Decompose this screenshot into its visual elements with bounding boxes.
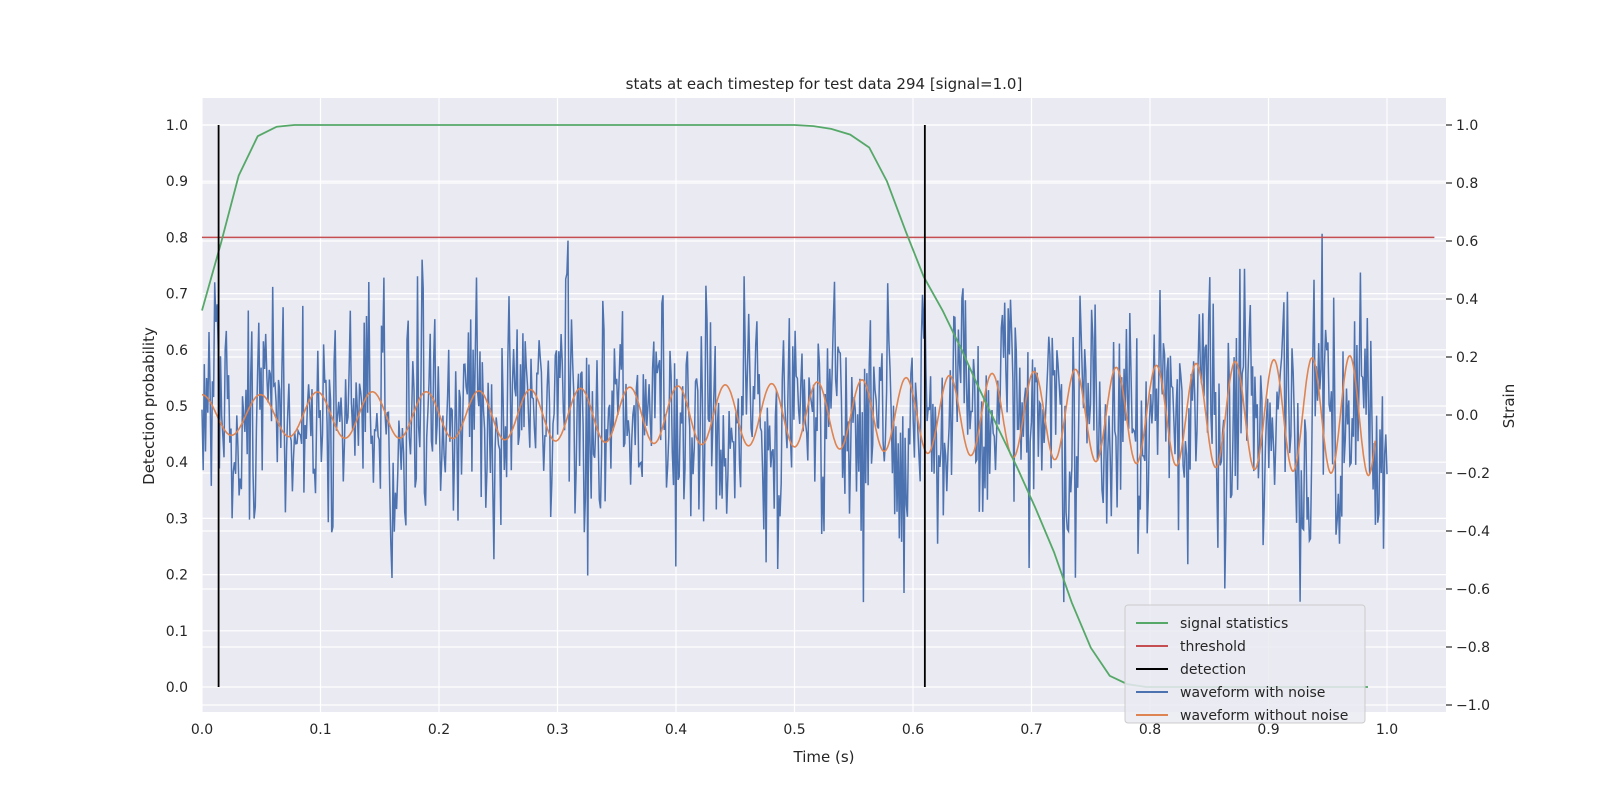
y2-tick-label: −0.2 (1456, 466, 1490, 482)
y2-tick-label: −0.4 (1456, 524, 1490, 540)
tick-layer: 0.0 0.1 0.2 0.3 0.4 0.5 0.6 0.7 0.8 0.9 1.0 0.0 0.1 0… (166, 118, 1490, 738)
y2-tick-label: 0.6 (1456, 234, 1478, 250)
y-axis-label: Detection probability (140, 327, 158, 485)
y-tick-label: 0.2 (166, 568, 188, 584)
x-tick-label: 0.0 (191, 722, 213, 738)
y2-tick-label: −1.0 (1456, 698, 1490, 714)
x-tick-label: 0.7 (1020, 722, 1042, 738)
legend: signal statistics threshold detection wavef… (1124, 604, 1366, 724)
series-waveform-with-noise (201, 233, 1388, 603)
x-tick-label: 0.9 (1257, 722, 1279, 738)
legend-entry-label: signal statistics (1180, 616, 1288, 632)
y2-tick-label: −0.8 (1456, 640, 1490, 656)
y-tick-label: 0.9 (166, 174, 188, 190)
chart-title: stats at each timestep for test data 294… (626, 75, 1023, 93)
x-axis-label: Time (s) (793, 748, 855, 766)
x-tick-label: 0.8 (1139, 722, 1161, 738)
y-tick-label: 0.4 (166, 455, 188, 471)
x-tick-label: 0.2 (428, 722, 450, 738)
y2-tick-label: 1.0 (1456, 118, 1478, 134)
y2-tick-label: 0.0 (1456, 408, 1478, 424)
legend-entry-label: detection (1180, 662, 1246, 678)
y2-tick-label: 0.8 (1456, 176, 1478, 192)
legend-entry-label: waveform without noise (1180, 708, 1348, 724)
y-tick-label: 0.6 (166, 343, 188, 359)
x-tick-label: 0.4 (665, 722, 687, 738)
y-tick-label: 0.8 (166, 230, 188, 246)
legend-entry-label: waveform with noise (1180, 685, 1325, 701)
y-tick-label: 0.3 (166, 511, 188, 527)
y2-tick-label: −0.6 (1456, 582, 1490, 598)
series-layer (201, 124, 1435, 688)
series-waveform-without-noise (201, 354, 1376, 477)
series-signal-statistics (201, 124, 1368, 688)
y2-tick-label: 0.4 (1456, 292, 1478, 308)
x-tick-label: 0.3 (546, 722, 568, 738)
y-tick-label: 0.1 (166, 624, 188, 640)
legend-box (1124, 604, 1366, 724)
x-tick-label: 1.0 (1376, 722, 1398, 738)
legend-entry-label: threshold (1180, 639, 1246, 655)
y-tick-label: 1.0 (166, 118, 188, 134)
y-tick-label: 0.0 (166, 680, 188, 696)
x-tick-label: 0.6 (902, 722, 924, 738)
x-tick-label: 0.5 (783, 722, 805, 738)
y-tick-label: 0.5 (166, 399, 188, 415)
y-tick-label: 0.7 (166, 287, 188, 303)
x-tick-label: 0.1 (309, 722, 331, 738)
y2-tick-label: 0.2 (1456, 350, 1478, 366)
y2-axis-label: Strain (1500, 384, 1518, 428)
